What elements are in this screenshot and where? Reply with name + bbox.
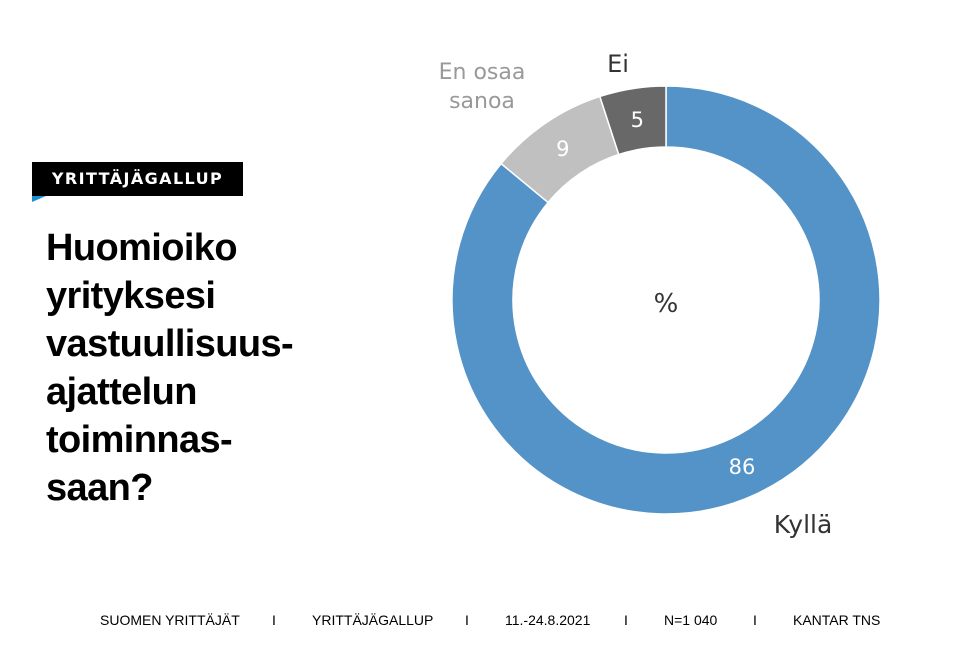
footer-survey: YRITTÄJÄGALLUP [312,612,434,628]
slice-value-label: 86 [729,455,756,479]
survey-badge: YRITTÄJÄGALLUP [32,162,243,196]
slice-value-label: 9 [556,137,569,161]
footer-separator: I [753,612,757,628]
footer-source: KANTAR TNS [793,612,881,628]
donut-chart: % 86 9 5 Kyllä En osaa sanoa Ei [439,50,881,539]
footer: SUOMEN YRITTÄJÄT I YRITTÄJÄGALLUP I 11.-… [0,612,980,632]
footer-separator: I [465,612,469,628]
badge-accent-tab [32,196,46,202]
footer-separator: I [272,612,276,628]
footer-publisher: SUOMEN YRITTÄJÄT [100,612,240,628]
footer-sample: N=1 040 [664,612,718,628]
slice-category-label: En osaa sanoa [439,60,526,114]
slice-value-label: 5 [631,108,644,132]
slice-category-label: Kyllä [774,510,833,539]
center-label: % [654,289,679,319]
donut-slice-kyllä [451,85,881,515]
slice-category-label: Ei [607,50,629,78]
footer-separator: I [624,612,628,628]
footer-dates: 11.-24.8.2021 [505,612,591,628]
donut-slice-ei [598,85,667,156]
page-title: Huomioiko yrityksesi vastuullisuus- ajat… [46,227,294,509]
